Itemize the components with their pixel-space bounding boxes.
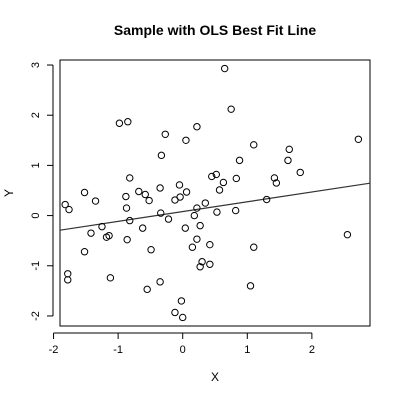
- data-point: [147, 246, 155, 254]
- data-point: [80, 248, 89, 256]
- y-tick-label: -1: [30, 261, 42, 271]
- data-point: [215, 186, 224, 194]
- data-point: [296, 168, 304, 177]
- x-axis: -2 -1 0 1 2: [49, 332, 315, 356]
- data-point: [227, 105, 235, 113]
- data-point: [64, 276, 72, 284]
- data-point: [213, 208, 221, 216]
- x-tick-label: -1: [113, 344, 123, 356]
- data-point: [219, 178, 228, 187]
- data-point: [193, 235, 201, 243]
- data-point: [198, 258, 206, 266]
- data-point: [156, 278, 164, 286]
- plot-frame: [59, 59, 371, 327]
- data-point: [175, 181, 184, 189]
- data-point: [196, 263, 204, 271]
- data-point: [190, 211, 199, 220]
- data-point: [246, 282, 255, 290]
- data-point: [124, 118, 132, 126]
- data-point: [171, 308, 179, 317]
- data-point: [235, 156, 244, 165]
- data-point: [87, 229, 95, 237]
- data-point: [61, 200, 69, 209]
- x-axis-label: X: [211, 370, 219, 384]
- data-point: [164, 215, 173, 223]
- data-point: [250, 243, 258, 251]
- data-point: [161, 130, 169, 138]
- data-point: [188, 243, 197, 251]
- points-layer: [61, 64, 363, 322]
- data-point: [206, 240, 214, 249]
- data-point: [179, 313, 187, 322]
- data-point: [220, 64, 229, 73]
- data-point: [262, 195, 271, 204]
- data-point: [65, 205, 73, 214]
- x-tick-label: 1: [244, 344, 250, 356]
- data-point: [177, 297, 186, 305]
- data-point: [91, 197, 100, 205]
- data-point: [272, 179, 281, 187]
- data-point: [196, 221, 204, 230]
- y-tick-label: 1: [30, 162, 42, 168]
- y-tick-label: 2: [30, 112, 42, 118]
- y-axis: -2 -1 0 1 2 3: [30, 62, 54, 321]
- data-point: [270, 174, 279, 182]
- data-point: [284, 156, 292, 165]
- data-point: [123, 235, 131, 244]
- data-point: [176, 193, 184, 201]
- data-point: [115, 119, 124, 127]
- fit-line-layer: [59, 182, 371, 231]
- y-tick-label: 0: [30, 213, 42, 219]
- data-point: [64, 270, 72, 278]
- data-point: [193, 123, 201, 131]
- data-point: [181, 224, 189, 232]
- data-point: [354, 135, 363, 143]
- data-point: [105, 231, 113, 240]
- y-axis-label: Y: [2, 189, 16, 197]
- data-point: [145, 196, 153, 205]
- data-point: [206, 260, 214, 268]
- data-point: [193, 204, 201, 212]
- y-tick-label: -2: [30, 311, 42, 321]
- ols-fit-line: [59, 182, 371, 231]
- data-point: [156, 184, 164, 192]
- data-point: [157, 151, 166, 160]
- data-point: [138, 224, 147, 232]
- data-point: [141, 190, 149, 199]
- data-point: [80, 188, 89, 197]
- x-tick-label: 2: [309, 344, 315, 356]
- data-point: [201, 199, 210, 207]
- data-point: [231, 206, 240, 215]
- chart-title: Sample with OLS Best Fit Line: [114, 22, 316, 38]
- data-point: [250, 141, 258, 149]
- data-point: [126, 174, 134, 182]
- data-point: [122, 204, 131, 212]
- data-point: [106, 274, 115, 282]
- data-point: [182, 136, 190, 145]
- data-point: [157, 209, 165, 217]
- data-point: [126, 216, 134, 225]
- x-tick-label: 0: [180, 344, 186, 356]
- data-point: [343, 230, 352, 239]
- data-point: [232, 174, 241, 183]
- data-point: [143, 285, 151, 294]
- data-point: [182, 188, 191, 196]
- data-point: [212, 170, 220, 179]
- data-point: [285, 145, 293, 154]
- data-point: [135, 187, 143, 196]
- x-tick-label: -2: [49, 344, 59, 356]
- data-point: [208, 172, 216, 181]
- y-tick-label: 3: [30, 62, 42, 68]
- data-point: [98, 222, 106, 231]
- data-point: [122, 192, 130, 201]
